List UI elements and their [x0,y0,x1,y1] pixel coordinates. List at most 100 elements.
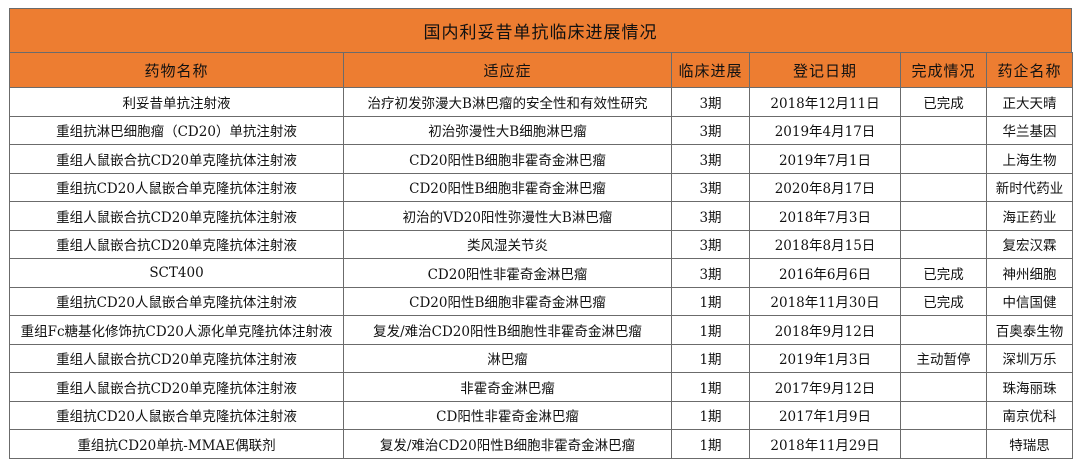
date-cell: 2018年8月15日 [749,229,901,259]
header-drug-name: 药物名称 [9,52,344,88]
company-cell: 华兰基因 [986,115,1073,145]
clinical-progress-sheet: 国内利妥昔单抗临床进展情况 药物名称 适应症 临床进展 登记日期 完成情况 药企… [9,8,1073,459]
company-cell: 正大天晴 [986,87,1073,117]
status-cell [900,400,987,430]
drug-name-cell: 重组人鼠嵌合抗CD20单克隆抗体注射液 [9,201,344,231]
company-cell: 神州细胞 [986,258,1073,288]
header-row: 药物名称 适应症 临床进展 登记日期 完成情况 药企名称 [9,52,1073,88]
indication-cell: CD20阳性B细胞非霍奇金淋巴瘤 [343,144,672,174]
date-cell: 2019年4月17日 [749,115,901,145]
status-cell [900,144,987,174]
status-cell: 已完成 [900,258,987,288]
phase-cell: 3期 [671,144,750,174]
table-row: 重组人鼠嵌合抗CD20单克隆抗体注射液 类风湿关节炎 3期 2018年8月15日 复宏汉… [9,229,1073,259]
header-indication: 适应症 [343,52,672,88]
company-cell: 新时代药业 [986,172,1073,202]
status-cell [900,115,987,145]
table-row: 重组人鼠嵌合抗CD20单克隆抗体注射液 非霍奇金淋巴瘤 1期 2017年9月12日 珠海… [9,372,1073,402]
company-cell: 珠海丽珠 [986,372,1073,402]
company-cell: 中信国健 [986,286,1073,316]
status-cell [900,372,987,402]
header-company-name: 药企名称 [986,52,1073,88]
phase-cell: 3期 [671,229,750,259]
indication-cell: 类风湿关节炎 [343,229,672,259]
table-body: 利妥昔单抗注射液 治疗初发弥漫大B淋巴瘤的安全性和有效性研究 3期 2018年12月1… [9,87,1073,459]
status-cell [900,429,987,459]
company-cell: 特瑞思 [986,429,1073,459]
indication-cell: CD阳性非霍奇金淋巴瘤 [343,400,672,430]
company-cell: 南京优科 [986,400,1073,430]
table-row: 重组人鼠嵌合抗CD20单克隆抗体注射液 淋巴瘤 1期 2019年1月3日 主动暂停 深圳万… [9,343,1073,373]
drug-name-cell: 重组抗CD20单抗-MMAE偶联剂 [9,429,344,459]
table-row: 利妥昔单抗注射液 治疗初发弥漫大B淋巴瘤的安全性和有效性研究 3期 2018年12月1… [9,87,1073,117]
company-cell: 海正药业 [986,201,1073,231]
table-row: 重组人鼠嵌合抗CD20单克隆抗体注射液 CD20阳性B细胞非霍奇金淋巴瘤 3期 201… [9,144,1073,174]
drug-name-cell: 利妥昔单抗注射液 [9,87,344,117]
date-cell: 2019年7月1日 [749,144,901,174]
date-cell: 2018年12月11日 [749,87,901,117]
indication-cell: CD20阳性非霍奇金淋巴瘤 [343,258,672,288]
table-row: 重组抗CD20人鼠嵌合单克隆抗体注射液 CD阳性非霍奇金淋巴瘤 1期 2017年1月9… [9,400,1073,430]
company-cell: 深圳万乐 [986,343,1073,373]
indication-cell: 治疗初发弥漫大B淋巴瘤的安全性和有效性研究 [343,87,672,117]
clinical-progress-table: 药物名称 适应症 临床进展 登记日期 完成情况 药企名称 利妥昔单抗注射液 治疗初… [9,52,1073,459]
table-row: 重组Fc糖基化修饰抗CD20人源化单克隆抗体注射液 复发/难治CD20阳性B细胞性… [9,315,1073,345]
phase-cell: 1期 [671,429,750,459]
table-row: 重组抗CD20人鼠嵌合单克隆抗体注射液 CD20阳性B细胞非霍奇金淋巴瘤 3期 202… [9,172,1073,202]
date-cell: 2017年9月12日 [749,372,901,402]
drug-name-cell: 重组人鼠嵌合抗CD20单克隆抗体注射液 [9,229,344,259]
status-cell: 主动暂停 [900,343,987,373]
phase-cell: 3期 [671,115,750,145]
indication-cell: 初治弥漫性大B细胞淋巴瘤 [343,115,672,145]
status-cell [900,172,987,202]
drug-name-cell: 重组人鼠嵌合抗CD20单克隆抗体注射液 [9,343,344,373]
indication-cell: 淋巴瘤 [343,343,672,373]
company-cell: 上海生物 [986,144,1073,174]
indication-cell: CD20阳性B细胞非霍奇金淋巴瘤 [343,286,672,316]
table-row: 重组抗淋巴细胞瘤（CD20）单抗注射液 初治弥漫性大B细胞淋巴瘤 3期 2019年4月… [9,115,1073,145]
table-title: 国内利妥昔单抗临床进展情况 [9,8,1072,52]
table-row: 重组抗CD20人鼠嵌合单克隆抗体注射液 CD20阳性B细胞非霍奇金淋巴瘤 1期 201… [9,286,1073,316]
drug-name-cell: 重组人鼠嵌合抗CD20单克隆抗体注射液 [9,372,344,402]
phase-cell: 1期 [671,372,750,402]
drug-name-cell: 重组抗CD20人鼠嵌合单克隆抗体注射液 [9,286,344,316]
drug-name-cell: 重组抗CD20人鼠嵌合单克隆抗体注射液 [9,400,344,430]
drug-name-cell: 重组人鼠嵌合抗CD20单克隆抗体注射液 [9,144,344,174]
status-cell: 已完成 [900,87,987,117]
phase-cell: 3期 [671,172,750,202]
date-cell: 2019年1月3日 [749,343,901,373]
status-cell [900,201,987,231]
indication-cell: CD20阳性B细胞非霍奇金淋巴瘤 [343,172,672,202]
phase-cell: 3期 [671,258,750,288]
phase-cell: 1期 [671,400,750,430]
header-completion-status: 完成情况 [900,52,987,88]
header-registration-date: 登记日期 [749,52,901,88]
date-cell: 2016年6月6日 [749,258,901,288]
date-cell: 2018年7月3日 [749,201,901,231]
table-row: 重组人鼠嵌合抗CD20单克隆抗体注射液 初治的VD20阳性弥漫性大B淋巴瘤 3期 20… [9,201,1073,231]
date-cell: 2017年1月9日 [749,400,901,430]
status-cell [900,315,987,345]
phase-cell: 1期 [671,343,750,373]
indication-cell: 初治的VD20阳性弥漫性大B淋巴瘤 [343,201,672,231]
table-row: SCT400 CD20阳性非霍奇金淋巴瘤 3期 2016年6月6日 已完成 神州细胞 [9,258,1073,288]
date-cell: 2018年9月12日 [749,315,901,345]
indication-cell: 复发/难治CD20阳性B细胞性非霍奇金淋巴瘤 [343,315,672,345]
indication-cell: 非霍奇金淋巴瘤 [343,372,672,402]
header-clinical-phase: 临床进展 [671,52,750,88]
drug-name-cell: 重组Fc糖基化修饰抗CD20人源化单克隆抗体注射液 [9,315,344,345]
drug-name-cell: 重组抗CD20人鼠嵌合单克隆抗体注射液 [9,172,344,202]
drug-name-cell: SCT400 [9,258,344,288]
drug-name-cell: 重组抗淋巴细胞瘤（CD20）单抗注射液 [9,115,344,145]
company-cell: 百奥泰生物 [986,315,1073,345]
date-cell: 2018年11月29日 [749,429,901,459]
table-row: 重组抗CD20单抗-MMAE偶联剂 复发/难治CD20阳性B细胞非霍奇金淋巴瘤 1期… [9,429,1073,459]
phase-cell: 1期 [671,286,750,316]
phase-cell: 1期 [671,315,750,345]
status-cell: 已完成 [900,286,987,316]
company-cell: 复宏汉霖 [986,229,1073,259]
phase-cell: 3期 [671,87,750,117]
date-cell: 2020年8月17日 [749,172,901,202]
status-cell [900,229,987,259]
phase-cell: 3期 [671,201,750,231]
